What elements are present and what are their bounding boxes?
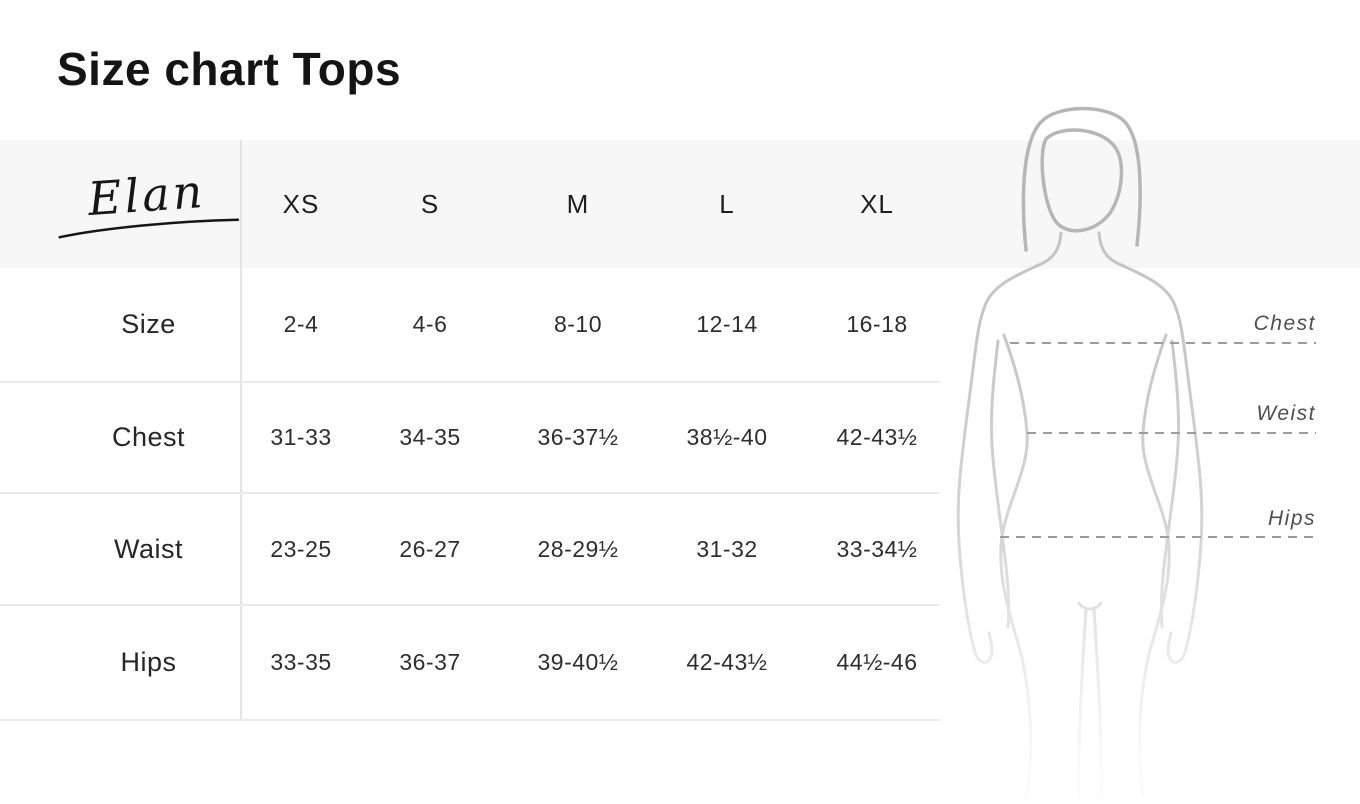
column-header-l: L [719, 188, 735, 219]
row-divider [0, 492, 940, 494]
row-label: Waist [114, 533, 183, 564]
waist-measure-line [1027, 432, 1316, 434]
table-cell: 33-35 [270, 649, 332, 675]
left-torso-outline [999, 333, 1032, 797]
column-header-m: M [566, 188, 590, 219]
column-header-xs: XS [282, 188, 320, 219]
table-header-band [0, 140, 1360, 268]
left-arm-outline [956, 231, 1063, 664]
row-divider [0, 604, 940, 606]
row-divider [0, 381, 940, 383]
table-cell: 34-35 [399, 424, 461, 450]
table-cell: 4-6 [412, 311, 448, 337]
table-cell: 42-43½ [686, 649, 768, 675]
hips-measure-line [1000, 536, 1316, 538]
table-cell: 38½-40 [686, 424, 768, 450]
row-label: Hips [120, 647, 177, 677]
hair-outline [1021, 106, 1142, 252]
crotch-outline [1077, 601, 1103, 611]
table-cell: 2-4 [283, 311, 319, 337]
right-inner-arm-outline [1159, 339, 1181, 629]
row-label: Chest [111, 422, 186, 452]
table-cell: 33-34½ [836, 535, 918, 562]
table-row-hips: Hips 33-35 36-37 39-40½ 42-43½ 44½-46 [0, 606, 958, 719]
right-inner-leg-outline [1092, 608, 1104, 797]
column-header-xl: XL [860, 188, 894, 219]
table-cell: 44½-46 [836, 649, 918, 675]
table-cell: 16-18 [846, 311, 908, 337]
table-cell: 12-14 [696, 311, 758, 337]
table-cell: 39-40½ [537, 649, 619, 675]
table-cell: 31-32 [696, 535, 758, 562]
right-torso-outline [1138, 333, 1171, 797]
page-title: Size chart Tops [57, 43, 402, 95]
size-header-row: XS S M L XL [0, 140, 958, 268]
table-row-waist: Waist 23-25 26-27 28-29½ 31-32 33-34½ [0, 494, 958, 604]
table-cell: 36-37 [399, 649, 461, 675]
column-header-s: S [420, 188, 440, 219]
left-inner-leg-outline [1076, 608, 1088, 797]
row-label: Size [121, 309, 176, 339]
brand-logo-underline-flourish [58, 218, 240, 239]
hips-annotation-label: Hips [1267, 507, 1316, 530]
table-row-chest: Chest 31-33 34-35 36-37½ 38½-40 42-43½ [0, 383, 958, 492]
table-cell: 28-29½ [537, 535, 619, 562]
waist-annotation-label: Weist [1256, 402, 1316, 425]
right-arm-outline [1097, 231, 1204, 664]
table-cell: 31-33 [270, 424, 332, 450]
brand-logo: Elan [52, 160, 243, 259]
table-cell: 26-27 [399, 535, 461, 562]
table-cell: 23-25 [270, 535, 332, 562]
table-cell: 42-43½ [836, 424, 918, 450]
table-row-size: Size 2-4 4-6 8-10 12-14 16-18 [0, 268, 958, 381]
chest-annotation-label: Chest [1253, 312, 1316, 335]
table-cell: 36-37½ [537, 424, 619, 450]
chest-measure-line [1010, 342, 1316, 344]
row-divider [0, 719, 940, 721]
face-outline [1040, 128, 1124, 233]
left-inner-arm-outline [989, 339, 1011, 629]
table-cell: 8-10 [553, 311, 603, 337]
table-vertical-divider [240, 140, 242, 721]
female-body-silhouette-icon [956, 106, 1204, 797]
